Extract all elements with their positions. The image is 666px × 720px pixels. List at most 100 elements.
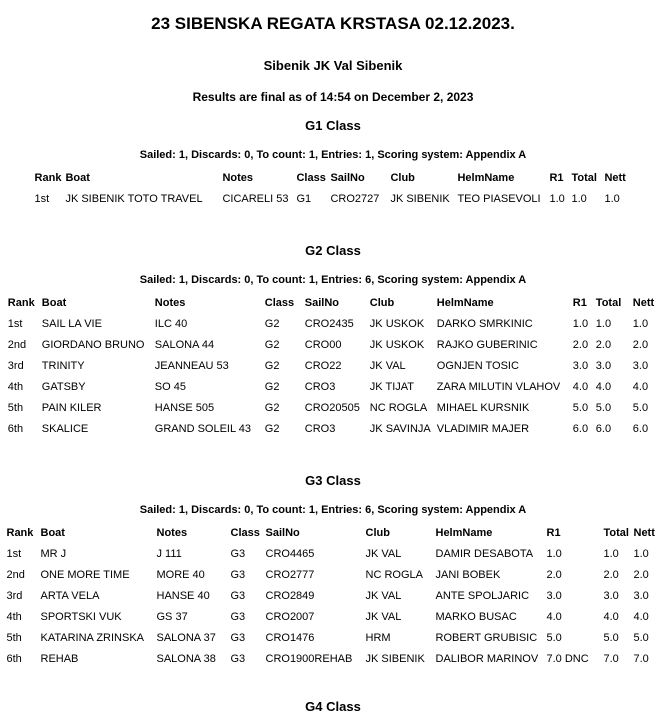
section-g3-class: G3 Class Sailed: 1, Discards: 0, To coun… [0,473,666,670]
column-header: HelmName [435,527,493,539]
table-cell: G2 [264,339,280,351]
table-cell: 5.0 [572,402,589,414]
table-cell: 5th [6,632,22,644]
table-cell: G3 [230,590,246,602]
table-cell: 2.0 [595,339,612,351]
table-cell: G3 [230,632,246,644]
table-cell: 2.0 [603,569,619,581]
column-header: Nett [632,297,655,309]
table-row: 1st JK SIBENIK TOTO TRAVEL CICARELI 53 G1 CR… [35,189,632,210]
table-cell: JEANNEAU 53 [154,360,229,372]
table-cell: GIORDANO BRUNO [41,339,145,351]
class-heading-g2: G2 Class [305,243,361,258]
table-cell: NC ROGLA [365,569,423,581]
table-cell: 5.0 [546,632,562,644]
table-cell: 3rd [7,360,24,372]
column-header: SailNo [304,297,340,309]
column-header: Boat [41,297,67,309]
table-cell: 4.0 [546,611,562,623]
table-cell: 3.0 [595,360,612,372]
table-cell: 1.0 [603,548,619,560]
table-cell: J 111 [156,548,182,560]
table-cell: HRM [365,632,391,644]
table-cell: 2.0 [546,569,562,581]
column-header: Notes [222,172,254,184]
table-cell: KATARINA ZRINSKA [40,632,145,644]
table-cell: 3.0 [603,590,619,602]
table-cell: CRO2007 [265,611,315,623]
column-header: HelmName [457,172,515,184]
table-cell: JK TIJAT [369,381,415,393]
column-header: Class [230,527,260,539]
table-cell: HANSE 40 [156,590,210,602]
table-cell: JK SIBENIK [390,193,450,205]
table-cell: G2 [264,360,280,372]
table-cell: GS 37 [156,611,188,623]
column-header: Rank [7,297,35,309]
table-cell: CRO2727 [330,193,380,205]
table-cell: OGNJEN TOSIC [436,360,519,372]
table-header-row: Rank Boat Notes Class SailNo Club HelmName R1 To… [7,523,660,544]
table-cell: 7.0 DNC [546,653,589,665]
table-cell: REHAB [40,653,79,665]
results-table-g3: Rank Boat Notes Class SailNo Club HelmName R1 To… [7,523,660,670]
table-cell: 5th [7,402,24,414]
table-cell: G2 [264,381,280,393]
table-cell: 2.0 [632,339,649,351]
results-table-g1: Rank Boat Notes Class SailNo Club HelmName R1 To… [35,168,632,210]
table-cell: 6.0 [632,423,649,435]
table-cell: 4.0 [595,381,612,393]
table-cell: JK SIBENIK [365,653,425,665]
table-cell: G3 [230,569,246,581]
table-row: 5th KATARINA ZRINSKA SALONA 37 G3 CRO1476 HRM… [7,628,660,649]
table-cell: 3.0 [632,360,649,372]
table-cell: 7.0 [603,653,619,665]
table-cell: ZARA MILUTIN VLAHOV [436,381,561,393]
column-header: Nett [633,527,655,539]
table-cell: 3.0 [546,590,562,602]
column-header: R1 [546,527,561,539]
table-header-row: Rank Boat Notes Class SailNo Club HelmName R1 To… [35,168,632,189]
table-cell: G3 [230,548,246,560]
table-row: 2nd GIORDANO BRUNO SALONA 44 G2 CRO00 JK USKO… [8,335,658,356]
column-header: Club [369,297,395,309]
table-cell: G2 [264,318,280,330]
table-cell: JK VAL [369,360,406,372]
table-cell: 5.0 [633,632,649,644]
table-cell: 1.0 [633,548,649,560]
table-cell: DALIBOR MARINOV [435,653,539,665]
table-cell: 2.0 [633,569,649,581]
table-cell: 1.0 [571,193,587,205]
table-row: 1st MR J J 111 G3 CRO4465 JK VAL DAMIR DESABOT… [7,544,660,565]
table-cell: MIHAEL KURSNIK [436,402,530,414]
scoring-summary-g1: Sailed: 1, Discards: 0, To count: 1, Ent… [139,149,527,161]
table-header-row: Rank Boat Notes Class SailNo Club HelmName R1 To… [8,293,658,314]
table-cell: JK VAL [365,611,402,623]
table-cell: 7.0 [633,653,649,665]
table-cell: CRO2849 [265,590,315,602]
table-cell: 6.0 [572,423,589,435]
table-cell: JK VAL [365,548,402,560]
table-cell: SALONA 38 [156,653,216,665]
table-cell: G3 [230,611,246,623]
class-heading-g4: G4 Class [305,699,361,714]
table-cell: CRO3 [304,381,336,393]
table-cell: 3.0 [572,360,589,372]
table-cell: 4.0 [632,381,649,393]
section-g2-class: G2 Class Sailed: 1, Discards: 0, To coun… [0,243,666,440]
table-cell: 4.0 [572,381,589,393]
table-cell: JK SIBENIK TOTO TRAVEL [65,193,203,205]
table-cell: ANTE SPOLJARIC [435,590,530,602]
column-header: SailNo [265,527,300,539]
page-title: 23 SIBENSKA REGATA KRSTASA 02.12.2023. [151,14,515,33]
table-cell: GRAND SOLEIL 43 [154,423,251,435]
column-header: R1 [572,297,587,309]
column-header: Nett [604,172,626,184]
table-cell: MARKO BUSAC [435,611,517,623]
table-cell: PAIN KILER [41,402,102,414]
column-header: Club [365,527,390,539]
table-cell: SKALICE [41,423,89,435]
table-cell: 5.0 [632,402,649,414]
table-row: 6th SKALICE GRAND SOLEIL 43 G2 CRO3 JK SAVINJ… [8,419,658,440]
column-header: Total [571,172,597,184]
